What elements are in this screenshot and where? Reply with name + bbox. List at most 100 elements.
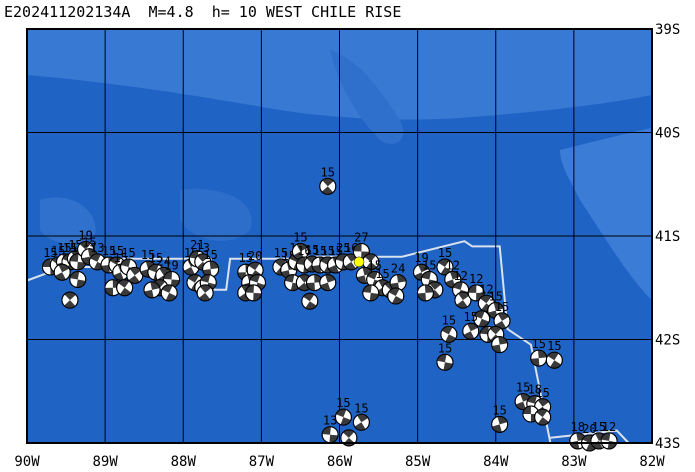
lon-tick-label: 84W <box>483 454 509 470</box>
depth-label: 12 <box>479 282 493 296</box>
lon-tick-label: 85W <box>405 454 431 470</box>
depth-label: 15 <box>336 396 350 410</box>
lat-tick-label: 40S <box>655 126 680 142</box>
depth-label: 15 <box>274 246 288 260</box>
lon-tick-label: 90W <box>14 454 40 470</box>
lat-tick-label: 42S <box>655 333 680 349</box>
focal-mechanism <box>284 274 302 292</box>
lon-tick-label: 83W <box>561 454 587 470</box>
focal-mechanism <box>321 426 339 444</box>
depth-label: 15 <box>321 165 335 179</box>
focal-mechanism <box>69 270 87 288</box>
focal-mechanism <box>53 263 71 281</box>
depth-label: 19 <box>164 258 178 272</box>
lon-tick-label: 87W <box>249 454 275 470</box>
focal-mechanism <box>491 336 509 354</box>
depth-label: 15 <box>535 386 549 400</box>
focal-mechanism <box>416 284 434 302</box>
focal-mechanism <box>196 284 214 302</box>
depth-label: 18 <box>528 383 542 397</box>
depth-label: 15 <box>203 248 217 262</box>
depth-label: 21 <box>190 238 204 252</box>
lon-tick-label: 82W <box>639 454 665 470</box>
depth-label: 15 <box>492 403 506 417</box>
focal-mechanism <box>245 284 263 302</box>
depth-label: 25 <box>336 241 350 255</box>
focal-mechanisms: 1515151515151915131515151515152419152113… <box>41 165 618 452</box>
depth-label: 12 <box>453 269 467 283</box>
seamount-patch-2 <box>40 197 96 245</box>
focal-mechanism <box>545 351 563 369</box>
depth-label: 15 <box>422 258 436 272</box>
focal-mechanism <box>436 353 454 371</box>
lon-tick-label: 88W <box>171 454 197 470</box>
depth-label: 15 <box>43 246 57 260</box>
depth-label: 18 <box>571 420 585 434</box>
depth-label: 15 <box>489 290 503 304</box>
shallow-seafloor-east <box>560 128 652 300</box>
depth-label: 15 <box>102 244 116 258</box>
depth-label: 15 <box>375 267 389 281</box>
lat-tick-label: 39S <box>655 22 680 38</box>
focal-mechanism <box>362 284 380 302</box>
depth-label: 15 <box>313 244 327 258</box>
focal-mechanism <box>362 253 380 271</box>
focal-mechanism <box>600 432 618 450</box>
focal-mechanism <box>530 349 548 367</box>
seamount-patch-1 <box>330 50 404 144</box>
depth-label: 12 <box>446 258 460 272</box>
depth-label: 15 <box>149 251 163 265</box>
focal-mechanism <box>440 325 458 343</box>
depth-label: 15 <box>293 231 307 245</box>
depth-label: 15 <box>239 251 253 265</box>
depth-label: 24 <box>156 254 170 268</box>
depth-label: 19 <box>78 228 92 242</box>
focal-mechanism <box>352 413 370 431</box>
depth-label: 15 <box>354 401 368 415</box>
depth-label: 15 <box>367 258 381 272</box>
depth-label: 13 <box>196 241 210 255</box>
epicenter-layer <box>353 256 365 268</box>
depth-label: 15 <box>110 244 124 258</box>
depth-label: 15 <box>305 243 319 257</box>
depth-label: 20 <box>248 249 262 263</box>
axis-labels: 90W 89W 88W 87W 86W 85W 84W 83W 82W 39S 40S 41S 42S 4… <box>14 22 680 470</box>
depth-label: 13 <box>90 241 104 255</box>
depth-label: 27 <box>354 231 368 245</box>
depth-label: 15 <box>531 337 545 351</box>
depth-label: 15 <box>321 244 335 258</box>
depth-label: 15 <box>495 300 509 314</box>
seamount-patch-3 <box>180 189 252 241</box>
map-frame <box>26 28 653 444</box>
focal-mechanism <box>160 284 178 302</box>
lon-tick-label: 89W <box>92 454 118 470</box>
depth-label: 12 <box>602 420 616 434</box>
depth-label: 15 <box>328 244 342 258</box>
depth-label: 15 <box>438 246 452 260</box>
depth-label: 15 <box>121 246 135 260</box>
depth-label: 15 <box>438 341 452 355</box>
focal-mechanism <box>462 322 480 340</box>
lon-tick-label: 86W <box>327 454 353 470</box>
focal-mechanism <box>473 310 491 328</box>
depth-label: 15 <box>141 248 155 262</box>
depth-label: 15 <box>82 236 96 250</box>
depth-label: 16 <box>297 244 311 258</box>
depth-label: 15 <box>516 381 530 395</box>
focal-mechanism <box>334 408 352 426</box>
depth-label: 15 <box>547 339 561 353</box>
depth-label: 24 <box>391 262 405 276</box>
focal-mechanism <box>467 284 485 302</box>
focal-mechanism <box>491 415 509 433</box>
depth-label: 19 <box>414 251 428 265</box>
focal-mechanism <box>454 291 472 309</box>
depth-label: 12 <box>469 272 483 286</box>
focal-mechanism <box>163 270 181 288</box>
focal-mechanism <box>319 177 337 195</box>
focal-mechanism <box>342 253 360 271</box>
depth-label: 20 <box>582 422 596 436</box>
focal-mechanism <box>143 281 161 299</box>
depth-label: 13 <box>323 414 337 428</box>
focal-mechanism <box>387 287 405 305</box>
focal-mechanism <box>61 291 79 309</box>
